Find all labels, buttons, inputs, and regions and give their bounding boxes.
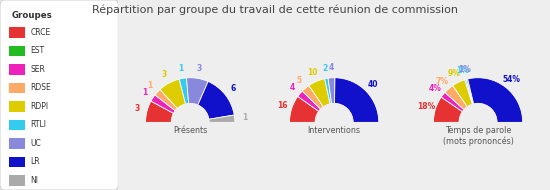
Wedge shape — [328, 78, 335, 104]
Wedge shape — [334, 78, 379, 122]
Bar — [9, 82, 25, 93]
Wedge shape — [468, 78, 522, 122]
Text: 6: 6 — [230, 84, 236, 93]
Text: 1: 1 — [142, 88, 147, 97]
Text: 4%: 4% — [429, 84, 442, 93]
Wedge shape — [324, 78, 332, 104]
Bar — [9, 120, 25, 130]
Wedge shape — [151, 95, 175, 113]
Bar — [9, 64, 25, 75]
Bar — [263, 122, 405, 147]
Text: 1%: 1% — [458, 65, 471, 74]
Wedge shape — [289, 96, 319, 122]
Circle shape — [459, 104, 497, 141]
Text: LR: LR — [31, 158, 40, 166]
Wedge shape — [309, 79, 330, 107]
Text: 10: 10 — [307, 68, 318, 77]
Text: 54%: 54% — [503, 75, 521, 84]
Bar — [9, 46, 25, 56]
Bar — [406, 122, 549, 147]
FancyBboxPatch shape — [0, 0, 118, 190]
Text: 40: 40 — [368, 80, 378, 89]
Text: 7%: 7% — [436, 77, 449, 86]
Text: 4: 4 — [328, 63, 334, 72]
Bar — [9, 27, 25, 38]
Bar — [119, 122, 262, 147]
Wedge shape — [302, 86, 323, 109]
Wedge shape — [208, 115, 235, 122]
Text: Interventions: Interventions — [307, 126, 361, 135]
Text: 18%: 18% — [417, 102, 435, 111]
Text: 9%: 9% — [448, 69, 461, 78]
Text: 4: 4 — [290, 83, 295, 92]
Wedge shape — [146, 101, 174, 122]
Bar — [9, 101, 25, 112]
Text: 16: 16 — [277, 101, 288, 110]
Wedge shape — [160, 79, 185, 108]
Wedge shape — [198, 82, 234, 119]
Wedge shape — [186, 78, 208, 105]
Wedge shape — [466, 79, 474, 104]
Wedge shape — [465, 79, 473, 104]
Circle shape — [315, 104, 353, 141]
Text: SER: SER — [31, 65, 46, 74]
Wedge shape — [298, 91, 321, 112]
Text: RDSE: RDSE — [31, 83, 52, 92]
Wedge shape — [155, 89, 178, 111]
Text: Groupes: Groupes — [12, 11, 53, 20]
Wedge shape — [441, 92, 464, 112]
Text: RDPI: RDPI — [31, 102, 49, 111]
Wedge shape — [433, 97, 463, 122]
Bar — [9, 157, 25, 167]
Text: Répartition par groupe du travail de cette réunion de commission: Répartition par groupe du travail de cet… — [92, 5, 458, 15]
Bar — [9, 138, 25, 149]
Text: Présents: Présents — [173, 126, 207, 135]
Text: 1: 1 — [147, 81, 153, 90]
Text: 3: 3 — [135, 105, 140, 113]
Wedge shape — [445, 86, 468, 110]
Text: NI: NI — [31, 176, 38, 185]
Text: 5: 5 — [296, 76, 301, 85]
Text: 2: 2 — [322, 64, 327, 73]
Text: 1: 1 — [242, 113, 247, 122]
Circle shape — [172, 104, 209, 141]
Text: UC: UC — [31, 139, 41, 148]
Text: 1: 1 — [179, 64, 184, 73]
Bar — [9, 175, 25, 186]
Text: EST: EST — [31, 46, 45, 55]
Text: 3: 3 — [196, 64, 202, 73]
Text: 1%: 1% — [456, 66, 469, 74]
Wedge shape — [179, 78, 189, 104]
Text: 3: 3 — [162, 70, 167, 79]
Text: Temps de parole
(mots prononcés): Temps de parole (mots prononcés) — [443, 126, 514, 146]
Text: CRCE: CRCE — [31, 28, 51, 37]
Text: RTLI: RTLI — [31, 120, 47, 129]
Wedge shape — [453, 80, 472, 107]
